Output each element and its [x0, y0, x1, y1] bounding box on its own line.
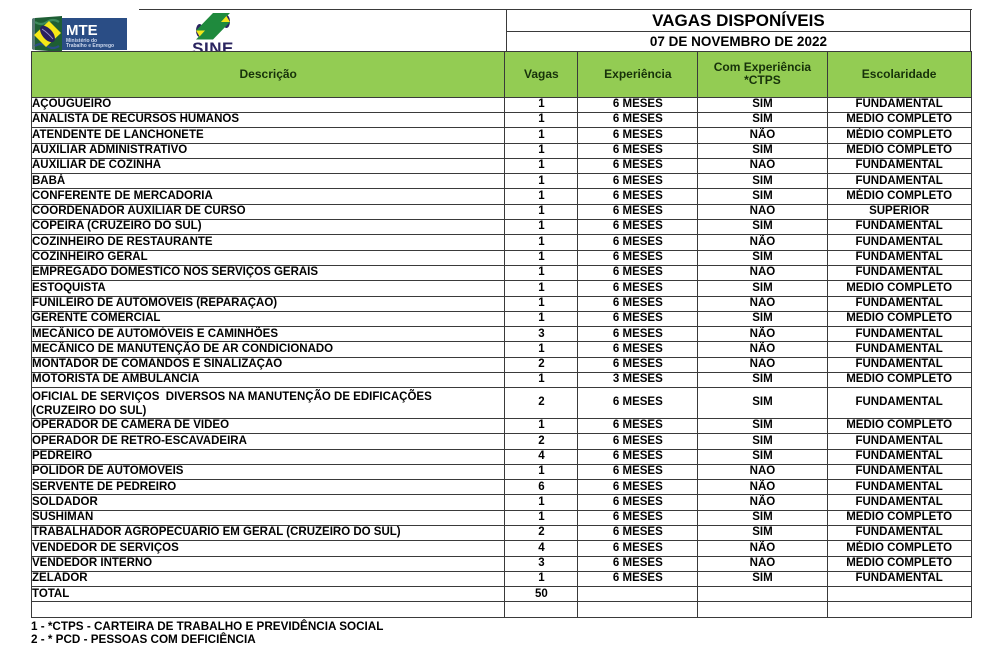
svg-text:MTE: MTE	[66, 22, 98, 39]
svg-text:Trabalho e Emprego: Trabalho e Emprego	[66, 43, 114, 49]
